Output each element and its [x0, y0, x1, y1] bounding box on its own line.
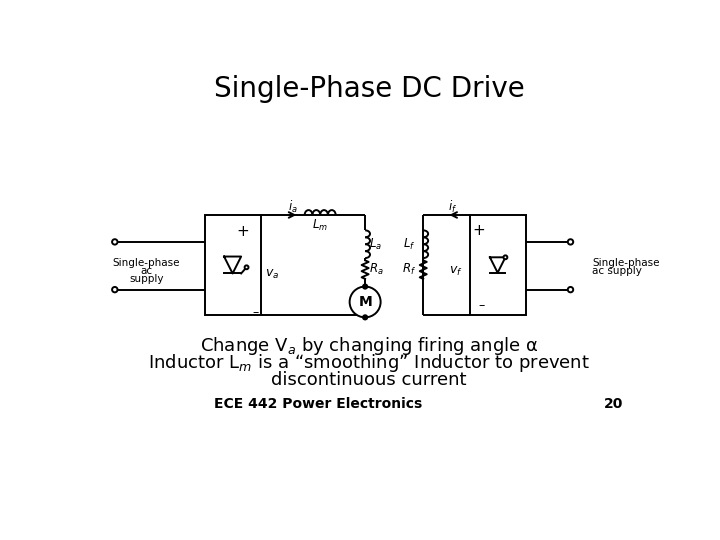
- Text: $R_f$: $R_f$: [402, 262, 416, 277]
- Text: $R_a$: $R_a$: [369, 262, 383, 277]
- Circle shape: [112, 239, 117, 245]
- Text: ac supply: ac supply: [593, 266, 642, 276]
- Circle shape: [568, 239, 573, 245]
- Circle shape: [362, 314, 368, 320]
- Text: M: M: [359, 295, 372, 309]
- Text: $v_a$: $v_a$: [265, 268, 279, 281]
- Text: Single-phase: Single-phase: [593, 259, 660, 268]
- Circle shape: [112, 287, 117, 292]
- Circle shape: [350, 287, 381, 318]
- Circle shape: [503, 255, 508, 259]
- Bar: [469, 215, 526, 315]
- Text: $i_f$: $i_f$: [448, 199, 457, 215]
- Text: $L_m$: $L_m$: [312, 218, 328, 233]
- Text: –: –: [478, 299, 485, 312]
- Text: Change V$_a$ by changing firing angle α: Change V$_a$ by changing firing angle α: [199, 335, 539, 357]
- Text: –: –: [252, 306, 258, 319]
- Text: discontinuous current: discontinuous current: [271, 371, 467, 389]
- Text: +: +: [472, 223, 485, 238]
- Text: $L_f$: $L_f$: [403, 237, 415, 252]
- Text: 20: 20: [603, 396, 623, 410]
- Text: supply: supply: [130, 274, 164, 284]
- Circle shape: [568, 287, 573, 292]
- Text: $i_a$: $i_a$: [288, 199, 298, 215]
- Text: ECE 442 Power Electronics: ECE 442 Power Electronics: [215, 396, 423, 410]
- Text: Single-phase: Single-phase: [113, 259, 180, 268]
- Text: ac: ac: [140, 266, 153, 276]
- Text: $v_f$: $v_f$: [449, 265, 462, 278]
- Text: +: +: [236, 225, 249, 239]
- Circle shape: [362, 284, 368, 289]
- Text: Inductor L$_m$ is a “smoothing” Inductor to prevent: Inductor L$_m$ is a “smoothing” Inductor…: [148, 352, 590, 374]
- Text: Single-Phase DC Drive: Single-Phase DC Drive: [214, 76, 524, 104]
- Text: $L_a$: $L_a$: [369, 237, 382, 252]
- Circle shape: [245, 265, 248, 269]
- Bar: [204, 215, 261, 315]
